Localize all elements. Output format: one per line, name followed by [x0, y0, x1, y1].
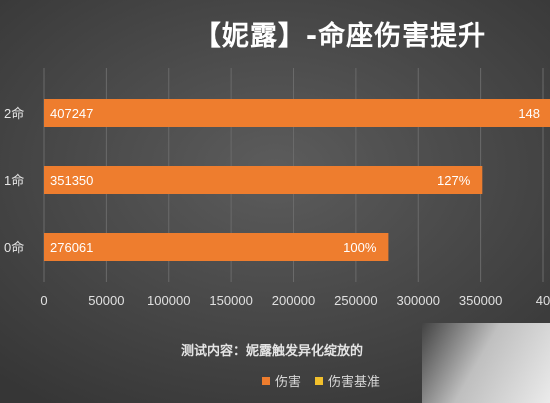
bar-value-label: 276061 — [50, 240, 93, 255]
bar-value-label: 351350 — [50, 173, 93, 188]
category-label: 2命 — [4, 106, 24, 121]
x-tick-label: 100000 — [147, 293, 190, 308]
bars — [44, 99, 550, 261]
legend-item-baseline: 伤害基准 — [315, 371, 380, 390]
bar-value-label: 407247 — [50, 106, 93, 121]
bar-1 — [44, 166, 483, 194]
labels: 0 50000 100000 150000 200000 250000 300000 3500… — [4, 106, 550, 308]
bar-0 — [44, 99, 550, 127]
x-tick-label: 0 — [40, 293, 47, 308]
chart-title: 【妮露】-命座伤害提升 — [193, 21, 487, 52]
legend-swatch-baseline — [315, 376, 324, 385]
x-tick-label: 200000 — [272, 293, 315, 308]
x-tick-label: 250000 — [334, 293, 377, 308]
bar-2 — [44, 233, 389, 261]
x-tick-label: 50000 — [88, 293, 124, 308]
x-tick-label: 300000 — [397, 293, 440, 308]
x-tick-label: 150000 — [209, 293, 252, 308]
legend-swatch-damage — [262, 376, 270, 385]
category-label: 0命 — [4, 240, 24, 255]
category-label: 1命 — [4, 173, 24, 188]
test-caption: 测试内容：妮露触发异化绽放的 — [181, 344, 364, 359]
watermark-logo — [422, 323, 550, 403]
x-tick-label: 40 — [536, 293, 550, 308]
legend-item-damage: 伤害 — [262, 371, 301, 390]
legend-label-damage: 伤害 — [275, 375, 302, 390]
bar-ratio-label: 127% — [437, 173, 471, 188]
bar-ratio-label: 148 — [518, 106, 540, 121]
legend-label-baseline: 伤害基准 — [328, 375, 381, 390]
legend: 伤害 伤害基准 — [262, 371, 394, 390]
x-tick-label: 350000 — [459, 293, 502, 308]
bar-ratio-label: 100% — [343, 240, 377, 255]
